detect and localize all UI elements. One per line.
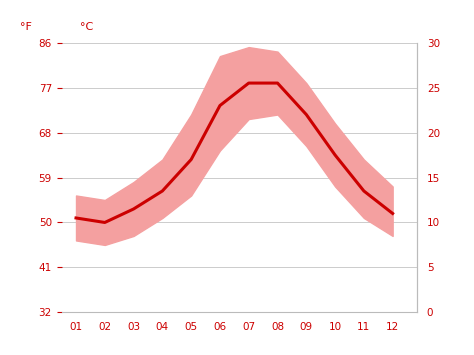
Text: °C: °C xyxy=(80,22,93,32)
Text: °F: °F xyxy=(20,22,32,32)
